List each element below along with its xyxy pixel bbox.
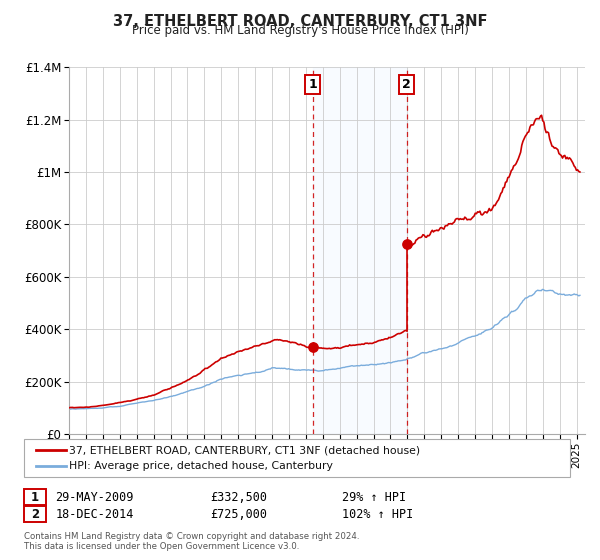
Text: 29% ↑ HPI: 29% ↑ HPI (342, 491, 406, 504)
Text: 102% ↑ HPI: 102% ↑ HPI (342, 507, 413, 521)
Text: 18-DEC-2014: 18-DEC-2014 (55, 507, 134, 521)
Point (402, 240, 412, 249)
Bar (313, 67, 407, 434)
Text: 2: 2 (31, 507, 39, 521)
Text: 2: 2 (403, 78, 411, 91)
Text: £725,000: £725,000 (210, 507, 267, 521)
Text: Contains HM Land Registry data © Crown copyright and database right 2024.
This d: Contains HM Land Registry data © Crown c… (24, 532, 359, 552)
Text: Price paid vs. HM Land Registry's House Price Index (HPI): Price paid vs. HM Land Registry's House … (131, 24, 469, 37)
Text: 1: 1 (308, 78, 317, 91)
Text: 1: 1 (31, 491, 39, 504)
Text: 37, ETHELBERT ROAD, CANTERBURY, CT1 3NF: 37, ETHELBERT ROAD, CANTERBURY, CT1 3NF (113, 14, 487, 29)
Text: 29-MAY-2009: 29-MAY-2009 (55, 491, 134, 504)
Text: 37, ETHELBERT ROAD, CANTERBURY, CT1 3NF (detached house): 37, ETHELBERT ROAD, CANTERBURY, CT1 3NF … (69, 445, 420, 455)
Text: HPI: Average price, detached house, Canterbury: HPI: Average price, detached house, Cant… (69, 461, 333, 472)
Text: £332,500: £332,500 (210, 491, 267, 504)
Point (308, 342, 317, 351)
